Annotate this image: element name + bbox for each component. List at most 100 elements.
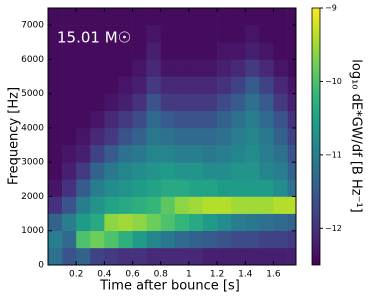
cell <box>174 127 190 146</box>
y-tick-label: 5000 <box>21 89 44 99</box>
cell <box>118 25 133 43</box>
cell <box>174 247 190 266</box>
cell <box>287 8 297 26</box>
cell <box>62 196 77 214</box>
cell <box>104 25 119 43</box>
cell <box>146 196 162 214</box>
cell <box>48 59 63 77</box>
cell <box>118 162 133 180</box>
cell <box>259 179 274 197</box>
cell <box>90 59 105 77</box>
cell <box>132 247 147 266</box>
cell <box>287 76 297 94</box>
y-tick-label: 1000 <box>21 226 44 236</box>
cell <box>62 59 77 77</box>
cell <box>160 59 176 77</box>
cell <box>245 110 260 129</box>
cell <box>48 179 63 197</box>
cell <box>48 230 63 249</box>
cell <box>132 110 147 129</box>
cell <box>231 196 246 214</box>
cell <box>90 179 105 197</box>
cell <box>76 76 91 94</box>
x-tick-label: 1.6 <box>266 270 281 280</box>
cell <box>188 162 204 180</box>
x-tick-label: 0.8 <box>154 270 169 280</box>
cell <box>118 213 133 232</box>
cell <box>174 8 190 26</box>
cell <box>104 247 119 266</box>
cell <box>203 8 218 26</box>
x-tick-label: 1 <box>186 270 192 280</box>
cell <box>62 8 77 26</box>
cell <box>259 25 274 43</box>
cell <box>160 25 176 43</box>
cell <box>203 179 218 197</box>
y-tick-label: 4000 <box>21 123 44 133</box>
cell <box>160 247 176 266</box>
cell <box>146 8 162 26</box>
cell <box>259 42 274 60</box>
cell <box>188 42 204 60</box>
colorbar-label: log₁₀ dE*GW/df [B Hz⁻¹] <box>349 59 364 212</box>
cell <box>231 127 246 146</box>
cell <box>259 247 274 266</box>
cell <box>217 8 232 26</box>
cell <box>217 76 232 94</box>
cell <box>273 179 288 197</box>
cell <box>90 42 105 60</box>
cell <box>104 93 119 112</box>
cell <box>231 162 246 180</box>
cell <box>90 213 105 232</box>
cell <box>203 230 218 249</box>
cell <box>48 110 63 129</box>
cell <box>174 93 190 112</box>
cell <box>231 230 246 249</box>
colorbar-tick-label: −12 <box>325 224 342 233</box>
cell <box>146 93 162 112</box>
cell <box>245 25 260 43</box>
cell <box>188 247 204 266</box>
cell <box>48 25 63 43</box>
cell <box>62 247 77 266</box>
cell <box>188 25 204 43</box>
cell <box>76 127 91 146</box>
cell <box>160 93 176 112</box>
cell <box>273 127 288 146</box>
x-tick-label: 0.2 <box>69 270 83 280</box>
cell <box>203 76 218 94</box>
cell <box>90 76 105 94</box>
cell <box>273 196 288 214</box>
cell <box>174 59 190 77</box>
cell <box>48 145 63 163</box>
cell <box>146 230 162 249</box>
cell <box>76 25 91 43</box>
cell <box>245 59 260 77</box>
cell <box>203 213 218 232</box>
cell <box>132 196 147 214</box>
cell <box>217 196 232 214</box>
cell <box>132 179 147 197</box>
cell <box>160 8 176 26</box>
cell <box>203 127 218 146</box>
cell <box>146 110 162 129</box>
cell <box>259 230 274 249</box>
cell <box>188 145 204 163</box>
cell <box>203 42 218 60</box>
colorbar-tick-label: −10 <box>325 77 342 86</box>
cell <box>132 145 147 163</box>
cell <box>217 230 232 249</box>
cell <box>259 8 274 26</box>
y-axis-label: Frequency [Hz] <box>7 87 22 185</box>
cell <box>62 127 77 146</box>
cell <box>62 179 77 197</box>
cell <box>174 145 190 163</box>
cell <box>287 213 297 232</box>
cell <box>287 247 297 266</box>
cell <box>76 179 91 197</box>
cell <box>231 247 246 266</box>
cell <box>146 42 162 60</box>
cell <box>174 76 190 94</box>
cell <box>62 25 77 43</box>
cell <box>146 247 162 266</box>
